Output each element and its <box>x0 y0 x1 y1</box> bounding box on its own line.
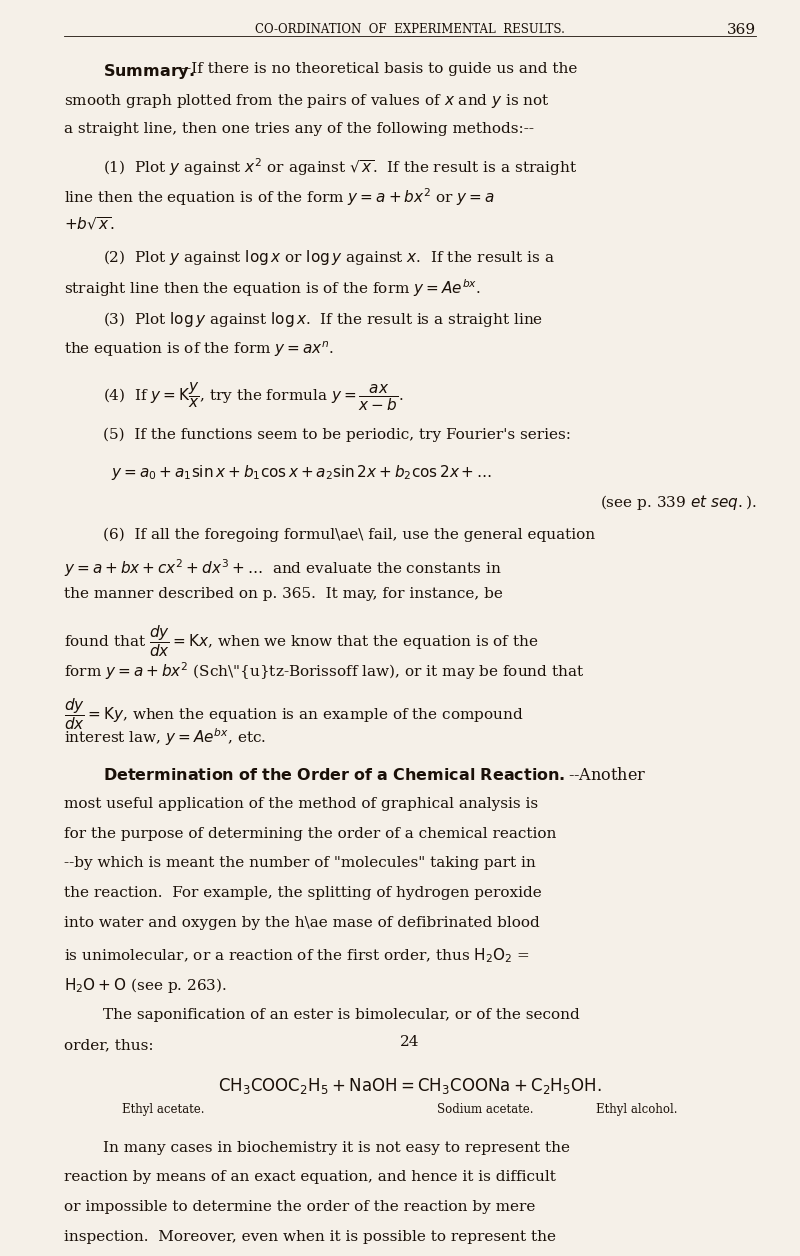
Text: The saponification of an ester is bimolecular, or of the second: The saponification of an ester is bimole… <box>103 1009 580 1022</box>
Text: $y = a_0 + a_1\sin x + b_1\cos x + a_2\sin 2x + b_2\cos 2x + \ldots$: $y = a_0 + a_1\sin x + b_1\cos x + a_2\s… <box>111 463 493 482</box>
Text: $\mathrm{H_2O} + \mathrm{O}$ (see p. 263).: $\mathrm{H_2O} + \mathrm{O}$ (see p. 263… <box>64 976 226 995</box>
Text: is unimolecular, or a reaction of the first order, thus $\mathrm{H_2O_2}$ =: is unimolecular, or a reaction of the fi… <box>64 946 530 965</box>
Text: $\mathbf{Determination\ of\ the\ Order\ of\ a\ Chemical\ Reaction.}$--Another: $\mathbf{Determination\ of\ the\ Order\ … <box>103 766 646 784</box>
Text: order, thus:: order, thus: <box>64 1037 154 1053</box>
Text: (1)  Plot $y$ against $x^2$ or against $\sqrt{x}$.  If the result is a straight: (1) Plot $y$ against $x^2$ or against $\… <box>103 156 578 177</box>
Text: the equation is of the form $y = ax^n$.: the equation is of the form $y = ax^n$. <box>64 339 334 359</box>
Text: $\dfrac{dy}{dx} = \mathrm{K}y$, when the equation is an example of the compound: $\dfrac{dy}{dx} = \mathrm{K}y$, when the… <box>64 696 523 732</box>
Text: a straight line, then one tries any of the following methods:--: a straight line, then one tries any of t… <box>64 122 534 136</box>
Text: (5)  If the functions seem to be periodic, try Fourier's series:: (5) If the functions seem to be periodic… <box>103 427 571 442</box>
Text: --If there is no theoretical basis to guide us and the: --If there is no theoretical basis to gu… <box>181 62 577 75</box>
Text: (6)  If all the foregoing formul\ae\ fail, use the general equation: (6) If all the foregoing formul\ae\ fail… <box>103 528 596 541</box>
Text: for the purpose of determining the order of a chemical reaction: for the purpose of determining the order… <box>64 826 556 840</box>
Text: interest law, $y = Ae^{bx}$, etc.: interest law, $y = Ae^{bx}$, etc. <box>64 726 266 747</box>
Text: (4)  If $y = \mathrm{K}\dfrac{y}{x}$, try the formula $y = \dfrac{ax}{x-b}$.: (4) If $y = \mathrm{K}\dfrac{y}{x}$, try… <box>103 381 404 413</box>
Text: found that $\dfrac{dy}{dx} = \mathrm{K}x$, when we know that the equation is of : found that $\dfrac{dy}{dx} = \mathrm{K}x… <box>64 624 538 659</box>
Text: (see p. 339 $\it{et\ seq.}$).: (see p. 339 $\it{et\ seq.}$). <box>600 494 756 512</box>
Text: 24: 24 <box>400 1035 420 1049</box>
Text: $\mathrm{CH_3COOC_2H_5} + \mathrm{NaOH} = \mathrm{CH_3COONa} + \mathrm{C_2H_5OH.: $\mathrm{CH_3COOC_2H_5} + \mathrm{NaOH} … <box>218 1076 602 1096</box>
Text: Ethyl acetate.: Ethyl acetate. <box>122 1103 205 1117</box>
Text: (2)  Plot $y$ against $\log x$ or $\log y$ against $x$.  If the result is a: (2) Plot $y$ against $\log x$ or $\log y… <box>103 247 555 266</box>
Text: In many cases in biochemistry it is not easy to represent the: In many cases in biochemistry it is not … <box>103 1140 570 1154</box>
Text: reaction by means of an exact equation, and hence it is difficult: reaction by means of an exact equation, … <box>64 1171 555 1184</box>
Text: $y = a + bx + cx^2 + dx^3 + \ldots$  and evaluate the constants in: $y = a + bx + cx^2 + dx^3 + \ldots$ and … <box>64 558 501 579</box>
Text: the manner described on p. 365.  It may, for instance, be: the manner described on p. 365. It may, … <box>64 588 502 602</box>
Text: or impossible to determine the order of the reaction by mere: or impossible to determine the order of … <box>64 1201 535 1215</box>
Text: smooth graph plotted from the pairs of values of $x$ and $y$ is not: smooth graph plotted from the pairs of v… <box>64 92 550 109</box>
Text: --by which is meant the number of "molecules" taking part in: --by which is meant the number of "molec… <box>64 857 535 870</box>
Text: $\mathbf{Summary.}$: $\mathbf{Summary.}$ <box>103 62 195 80</box>
Text: line then the equation is of the form $y = a + bx^2$ or $y = a$: line then the equation is of the form $y… <box>64 186 494 207</box>
Text: straight line then the equation is of the form $y = Ae^{bx}$.: straight line then the equation is of th… <box>64 278 481 299</box>
Text: most useful application of the method of graphical analysis is: most useful application of the method of… <box>64 796 538 810</box>
Text: inspection.  Moreover, even when it is possible to represent the: inspection. Moreover, even when it is po… <box>64 1230 556 1245</box>
Text: 369: 369 <box>727 24 756 38</box>
Text: $+b\sqrt{x}.$: $+b\sqrt{x}.$ <box>64 216 114 232</box>
Text: Sodium acetate.: Sodium acetate. <box>438 1103 534 1117</box>
Text: form $y = a + bx^2$ (Sch\"{u}tz-Borissoff law), or it may be found that: form $y = a + bx^2$ (Sch\"{u}tz-Borissof… <box>64 659 584 682</box>
Text: Ethyl alcohol.: Ethyl alcohol. <box>596 1103 678 1117</box>
Text: (3)  Plot $\log y$ against $\log x$.  If the result is a straight line: (3) Plot $\log y$ against $\log x$. If t… <box>103 310 544 329</box>
Text: into water and oxygen by the h\ae mase of defibrinated blood: into water and oxygen by the h\ae mase o… <box>64 917 539 931</box>
Text: the reaction.  For example, the splitting of hydrogen peroxide: the reaction. For example, the splitting… <box>64 887 542 901</box>
Text: CO-ORDINATION  OF  EXPERIMENTAL  RESULTS.: CO-ORDINATION OF EXPERIMENTAL RESULTS. <box>255 24 565 36</box>
